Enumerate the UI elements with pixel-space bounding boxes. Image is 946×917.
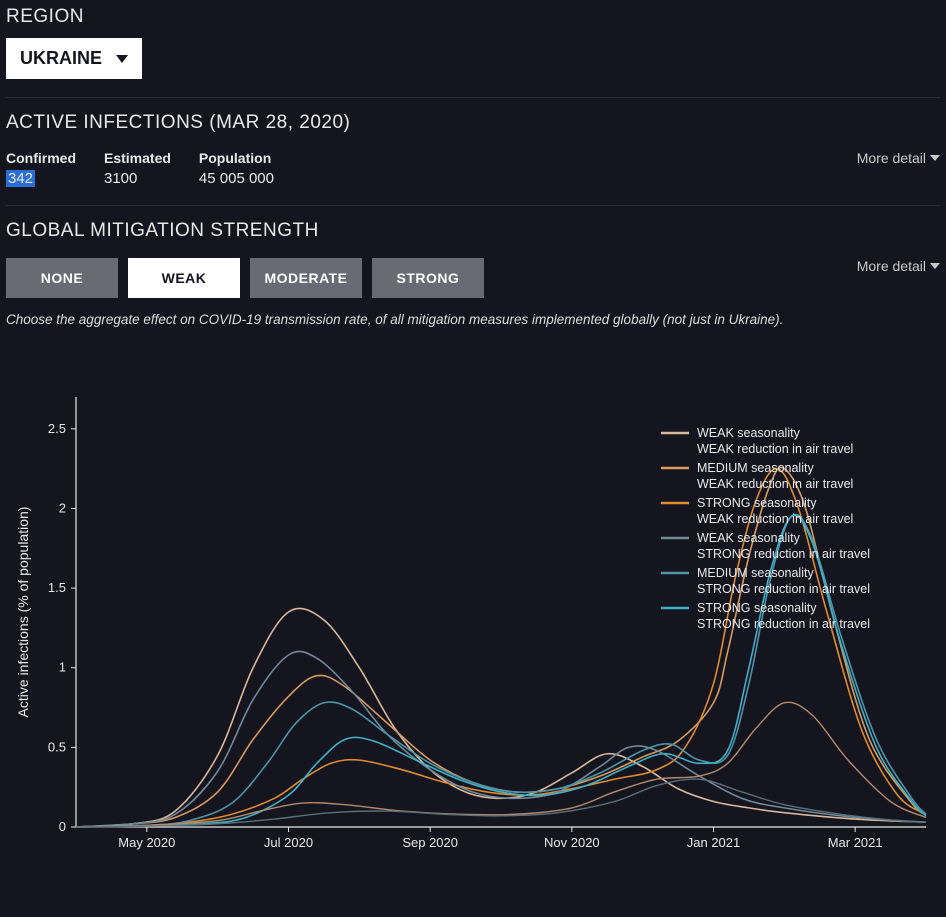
mitigation-buttons: NONEWEAKMODERATESTRONG bbox=[6, 258, 484, 298]
svg-text:STRONG reduction in air travel: STRONG reduction in air travel bbox=[697, 582, 870, 596]
svg-text:Jul 2020: Jul 2020 bbox=[264, 835, 313, 850]
region-select[interactable]: UKRAINE bbox=[6, 38, 142, 79]
infections-more-detail[interactable]: More detail bbox=[857, 150, 940, 166]
caret-down-icon bbox=[116, 55, 128, 63]
chevron-down-icon bbox=[930, 155, 940, 161]
svg-text:2: 2 bbox=[59, 500, 66, 515]
svg-text:STRONG seasonality: STRONG seasonality bbox=[697, 601, 817, 615]
confirmed-label: Confirmed bbox=[6, 150, 76, 166]
population-value: 45 005 000 bbox=[199, 170, 274, 187]
svg-text:May 2020: May 2020 bbox=[118, 835, 175, 850]
stat-confirmed: Confirmed 342 bbox=[6, 150, 76, 187]
svg-text:2.5: 2.5 bbox=[48, 421, 66, 436]
population-label: Population bbox=[199, 150, 274, 166]
svg-text:WEAK reduction in air travel: WEAK reduction in air travel bbox=[697, 512, 853, 526]
svg-text:WEAK seasonality: WEAK seasonality bbox=[697, 531, 801, 545]
mitigation-btn-none[interactable]: NONE bbox=[6, 258, 118, 298]
svg-text:1.5: 1.5 bbox=[48, 580, 66, 595]
stat-estimated: Estimated 3100 bbox=[104, 150, 171, 187]
divider bbox=[6, 97, 940, 98]
svg-text:STRONG seasonality: STRONG seasonality bbox=[697, 496, 817, 510]
mitigation-btn-strong[interactable]: STRONG bbox=[372, 258, 484, 298]
mitigation-more-detail[interactable]: More detail bbox=[857, 258, 940, 274]
estimated-value: 3100 bbox=[104, 170, 171, 187]
svg-text:Nov 2020: Nov 2020 bbox=[544, 835, 600, 850]
more-detail-label: More detail bbox=[857, 258, 926, 274]
stat-population: Population 45 005 000 bbox=[199, 150, 274, 187]
region-selected: UKRAINE bbox=[20, 48, 102, 69]
infections-title: ACTIVE INFECTIONS (MAR 28, 2020) bbox=[6, 112, 940, 134]
stats-row: Confirmed 342 Estimated 3100 Population … bbox=[6, 150, 274, 187]
svg-text:WEAK reduction in air travel: WEAK reduction in air travel bbox=[697, 442, 853, 456]
region-section: REGION UKRAINE bbox=[6, 6, 940, 79]
svg-text:Sep 2020: Sep 2020 bbox=[402, 835, 458, 850]
svg-text:0.5: 0.5 bbox=[48, 739, 66, 754]
svg-text:STRONG reduction in air travel: STRONG reduction in air travel bbox=[697, 617, 870, 631]
mitigation-btn-weak[interactable]: WEAK bbox=[128, 258, 240, 298]
mitigation-title: GLOBAL MITIGATION STRENGTH bbox=[6, 220, 940, 242]
svg-text:Jan 2021: Jan 2021 bbox=[687, 835, 741, 850]
svg-text:MEDIUM seasonality: MEDIUM seasonality bbox=[697, 461, 814, 475]
chevron-down-icon bbox=[930, 263, 940, 269]
chart-container: 0 0.5 1 1.5 2 2.5 May 2020 Jul 2020 Sep 2020 Nov … bbox=[6, 387, 940, 872]
confirmed-value: 342 bbox=[6, 170, 35, 187]
estimated-label: Estimated bbox=[104, 150, 171, 166]
svg-text:STRONG reduction in air travel: STRONG reduction in air travel bbox=[697, 547, 870, 561]
more-detail-label: More detail bbox=[857, 150, 926, 166]
svg-text:WEAK seasonality: WEAK seasonality bbox=[697, 426, 801, 440]
svg-text:1: 1 bbox=[59, 660, 66, 675]
mitigation-btn-moderate[interactable]: MODERATE bbox=[250, 258, 362, 298]
svg-text:Active infections (% of popula: Active infections (% of population) bbox=[15, 507, 31, 718]
region-title: REGION bbox=[6, 6, 940, 28]
svg-text:0: 0 bbox=[59, 819, 66, 834]
svg-text:Mar 2021: Mar 2021 bbox=[828, 835, 883, 850]
infections-chart: 0 0.5 1 1.5 2 2.5 May 2020 Jul 2020 Sep 2020 Nov … bbox=[6, 387, 946, 867]
divider bbox=[6, 205, 940, 206]
svg-text:MEDIUM seasonality: MEDIUM seasonality bbox=[697, 566, 814, 580]
mitigation-subtitle: Choose the aggregate effect on COVID-19 … bbox=[6, 312, 940, 327]
infections-section: ACTIVE INFECTIONS (MAR 28, 2020) Confirm… bbox=[6, 112, 940, 187]
mitigation-section: GLOBAL MITIGATION STRENGTH NONEWEAKMODER… bbox=[6, 220, 940, 327]
svg-text:WEAK reduction in air travel: WEAK reduction in air travel bbox=[697, 477, 853, 491]
